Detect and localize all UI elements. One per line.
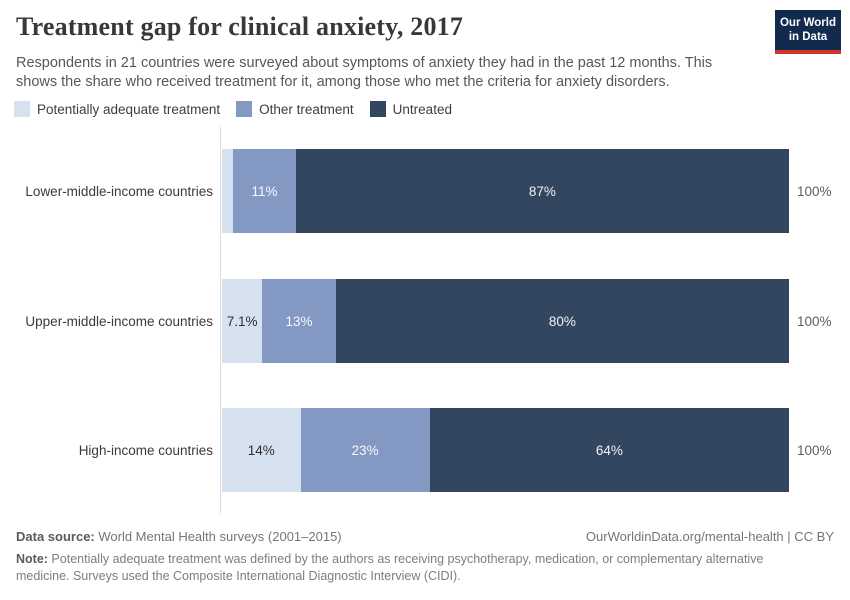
source-line: Data source: World Mental Health surveys… [16,529,834,544]
page-title: Treatment gap for clinical anxiety, 2017 [16,12,464,41]
owid-url-link[interactable]: OurWorldinData.org/mental-health | CC BY [585,529,834,544]
data-source-value: World Mental Health surveys (2001–2015) [94,529,342,544]
legend-item-adequate-treatment[interactable]: Potentially adequate treatment [14,101,220,117]
note-label: Note: [16,552,48,566]
bar-row-upper-middle-income: Upper-middle-income countries 7.1% 13% 8… [0,279,850,363]
bar-segment-other-treatment[interactable]: 11% [233,149,296,233]
legend-label: Untreated [392,101,452,117]
legend-label: Potentially adequate treatment [37,101,221,117]
chart-subtitle: Respondents in 21 countries were surveye… [16,55,713,90]
category-label: Upper-middle-income countries [25,313,213,329]
bar-segment-value: 87% [528,183,556,199]
stacked-bar: 7.1% 13% 80% [222,279,789,363]
legend-swatch-adequate-icon [14,101,30,117]
stacked-bar: 11% 87% [222,149,789,233]
stacked-bar-chart: Lower-middle-income countries 11% 87% 10… [0,127,850,513]
legend-swatch-untreated-icon [369,101,386,117]
data-source-text: Data source: World Mental Health surveys… [16,529,342,544]
bar-segment-adequate-treatment[interactable]: 7.1% [222,279,263,363]
owid-logo-line2: in Data [788,31,828,43]
legend-swatch-other-icon [236,101,253,117]
bar-segment-other-treatment[interactable]: 13% [262,279,336,363]
legend-item-untreated[interactable]: Untreated [369,101,452,117]
bar-segment-value: 80% [548,313,576,329]
stacked-bar: 14% 23% 64% [222,408,790,492]
bar-segment-untreated[interactable]: 80% [335,279,789,363]
bar-segment-adequate-treatment[interactable]: 14% [222,408,301,492]
owid-logo[interactable]: Our World in Data [775,10,841,54]
legend-item-other-treatment[interactable]: Other treatment [236,101,354,117]
bar-row-lower-middle-income: Lower-middle-income countries 11% 87% 10… [0,149,850,233]
bar-segment-value: 13% [285,313,313,329]
category-label: Lower-middle-income countries [25,183,213,199]
bar-segment-value: 7.1% [226,313,258,329]
bar-segment-untreated[interactable]: 87% [295,149,789,233]
bar-row-high-income: High-income countries 14% 23% 64% 100% [0,408,850,492]
bar-segment-untreated[interactable]: 64% [429,408,790,492]
legend: Potentially adequate treatment Other tre… [14,101,468,117]
bar-total-label: 100% [797,313,832,329]
category-label: High-income countries [78,442,213,458]
bar-segment-other-treatment[interactable]: 23% [300,408,430,492]
bar-segment-value: 14% [247,442,275,458]
bar-total-label: 100% [797,442,832,458]
note-text: Potentially adequate treatment was defin… [16,552,764,583]
owid-logo-line1: Our World [779,16,836,29]
bar-segment-value: 11% [251,183,278,199]
legend-label: Other treatment [259,101,354,117]
bar-segment-adequate-treatment[interactable] [222,149,234,233]
bar-segment-value: 64% [595,442,623,458]
chart-footer: Data source: World Mental Health surveys… [16,529,834,585]
bar-total-label: 100% [797,183,832,199]
data-source-label: Data source: [16,529,95,544]
bar-segment-value: 23% [351,442,379,458]
y-axis-line [220,127,221,513]
footnote: Note: Potentially adequate treatment was… [16,551,788,585]
